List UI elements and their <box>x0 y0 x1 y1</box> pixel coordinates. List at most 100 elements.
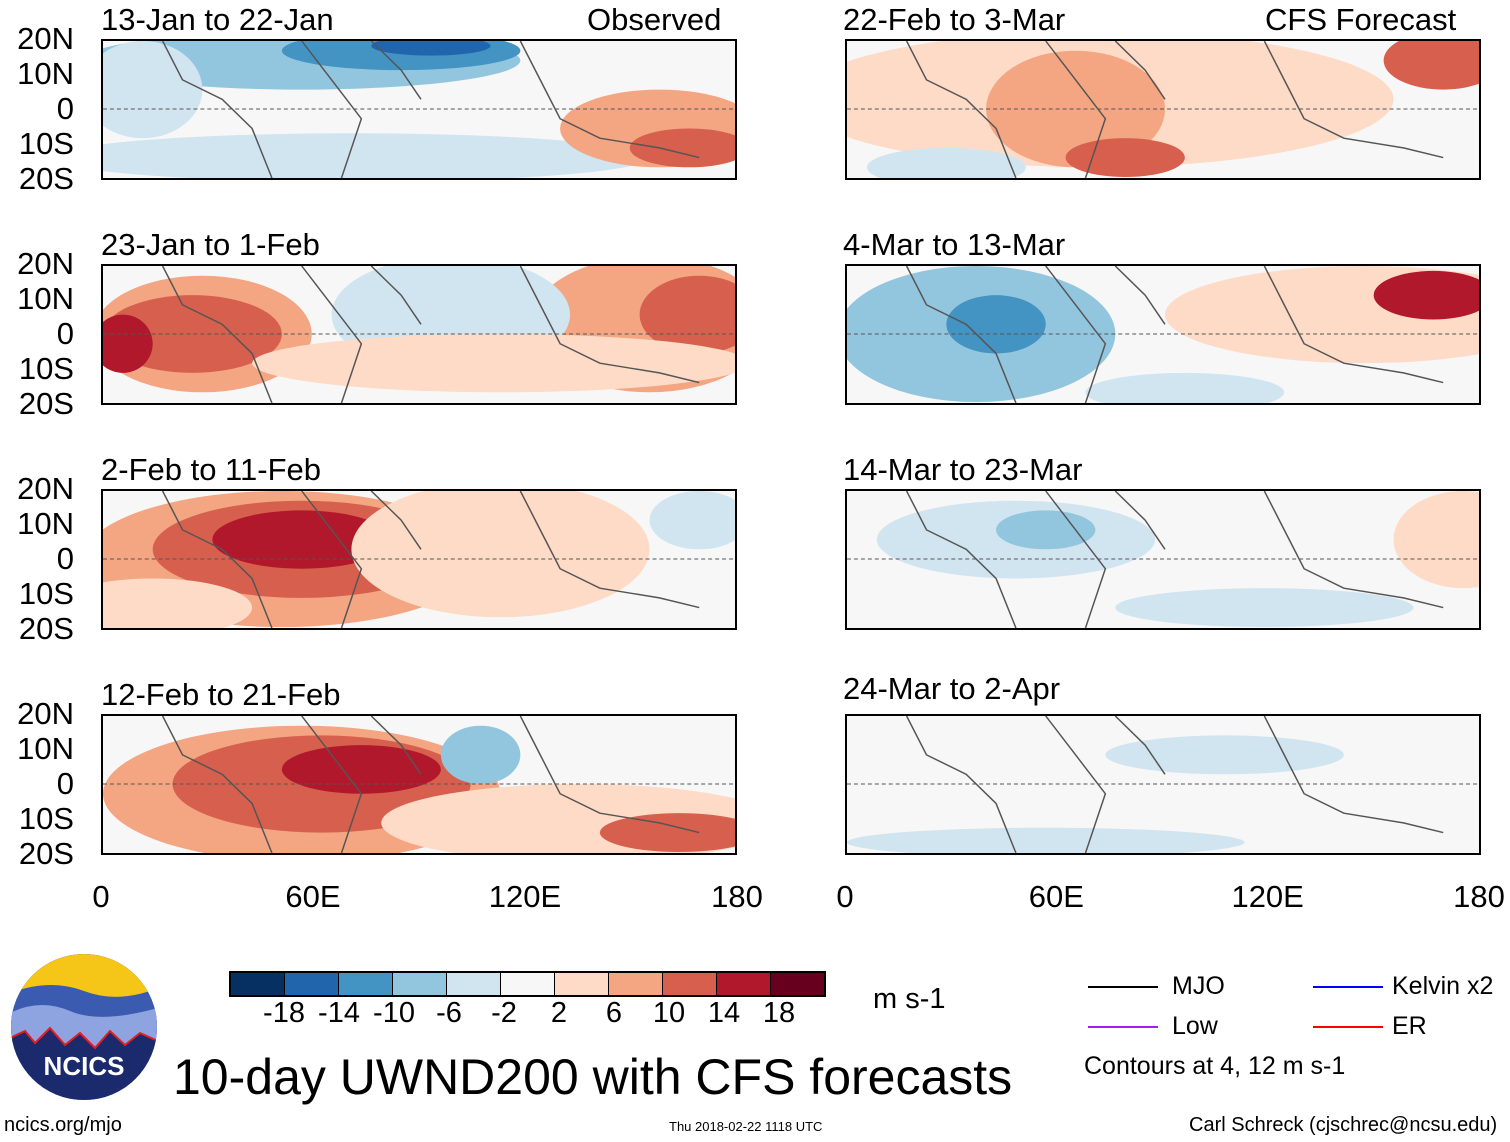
coastline <box>905 716 1444 853</box>
legend-line-er <box>1313 1026 1383 1028</box>
anomaly-region <box>351 491 650 618</box>
contour-note: Contours at 4, 12 m s-1 <box>1084 1052 1346 1080</box>
colorbar-swatch <box>339 973 393 995</box>
latitude-label: 20S <box>18 161 74 196</box>
panel-title: 12-Feb to 21-Feb <box>101 677 341 712</box>
colorbar-swatch <box>717 973 771 995</box>
latitude-label: 10N <box>17 56 74 91</box>
anomaly-region <box>649 491 735 550</box>
anomaly-region <box>1115 588 1414 628</box>
anomaly-region <box>103 41 203 139</box>
latitude-label: 0 <box>56 91 74 126</box>
longitude-label: 180 <box>711 879 763 914</box>
anomaly-region <box>1065 138 1185 178</box>
colorbar-units: m s-1 <box>873 983 946 1015</box>
latitude-label: 20S <box>18 836 74 871</box>
panel-title: 23-Jan to 1-Feb <box>101 227 320 262</box>
colorbar-swatch <box>771 973 824 995</box>
coastline <box>161 716 700 853</box>
anomaly-region <box>1085 372 1285 403</box>
colorbar-tick-label: 6 <box>605 997 623 1029</box>
anomaly-region <box>212 510 392 569</box>
colorbar-tick-label: -18 <box>263 997 305 1029</box>
map-panel <box>845 39 1481 180</box>
longitude-label: 120E <box>1231 879 1304 914</box>
panel-title: 2-Feb to 11-Feb <box>101 452 321 487</box>
colorbar-tick-label: 10 <box>652 997 686 1029</box>
anomaly-region <box>866 147 1026 178</box>
anomaly-region <box>440 725 521 785</box>
longitude-label: 180 <box>1453 879 1505 914</box>
colorbar <box>229 971 826 997</box>
coastline <box>905 266 1444 403</box>
map-panel <box>101 264 737 405</box>
latitude-label: 10S <box>18 126 74 161</box>
anomaly-region <box>252 334 735 393</box>
colorbar-tick-label: 18 <box>762 997 796 1029</box>
anomaly-region <box>1105 735 1344 775</box>
colorbar-tick-label: -10 <box>373 997 415 1029</box>
panel-label: CFS Forecast <box>1265 2 1457 37</box>
colorbar-swatch <box>231 973 285 995</box>
latitude-label: 20S <box>18 611 74 646</box>
longitude-label: 60E <box>285 879 341 914</box>
latitude-label: 10N <box>17 731 74 766</box>
latitude-label: 20N <box>17 696 74 731</box>
anomaly-region <box>103 578 253 628</box>
map-panel <box>845 714 1481 855</box>
anomaly-region <box>946 295 1046 354</box>
colorbar-swatch <box>285 973 339 995</box>
legend-label: Low <box>1172 1012 1218 1040</box>
coastline <box>905 41 1444 178</box>
footer-author: Carl Schreck (cjschrec@ncsu.edu) <box>1189 1114 1498 1136</box>
footer-timestamp: Thu 2018-02-22 1118 UTC <box>669 1119 823 1134</box>
anomaly-region <box>629 128 735 168</box>
anomaly-region <box>103 314 153 373</box>
latitude-label: 0 <box>56 766 74 801</box>
colorbar-tick-label: -14 <box>318 997 360 1029</box>
legend-label: Kelvin x2 <box>1392 972 1494 1000</box>
panel-title: 13-Jan to 22-Jan <box>101 2 334 37</box>
colorbar-swatch <box>501 973 555 995</box>
latitude-label: 10N <box>17 506 74 541</box>
coastline <box>161 491 700 628</box>
legend-line-kelvin <box>1313 986 1383 988</box>
logo-text: NCICS <box>44 1051 125 1081</box>
anomaly-region <box>847 827 1245 853</box>
legend-label: ER <box>1392 1012 1427 1040</box>
latitude-label: 10S <box>18 576 74 611</box>
figure-title: 10-day UWND200 with CFS forecasts <box>173 1049 1013 1105</box>
coastline <box>161 266 700 403</box>
map-panel <box>845 264 1481 405</box>
latitude-label: 0 <box>56 541 74 576</box>
latitude-label: 20N <box>17 471 74 506</box>
anomaly-region <box>986 50 1165 168</box>
latitude-label: 10N <box>17 281 74 316</box>
anomaly-region <box>599 813 735 853</box>
latitude-label: 10S <box>18 351 74 386</box>
longitude-label: 0 <box>836 879 854 914</box>
colorbar-tick-label: 2 <box>550 997 568 1029</box>
anomaly-region <box>281 745 441 794</box>
anomaly-region <box>1393 491 1479 589</box>
colorbar-swatch <box>663 973 717 995</box>
coastline <box>905 491 1444 628</box>
colorbar-tick-label: -6 <box>436 997 462 1029</box>
coastline <box>161 41 700 178</box>
panel-label: Observed <box>587 2 722 37</box>
colorbar-swatch <box>393 973 447 995</box>
colorbar-tick-label: -2 <box>491 997 517 1029</box>
latitude-label: 10S <box>18 801 74 836</box>
anomaly-region <box>103 133 650 178</box>
latitude-label: 20N <box>17 21 74 56</box>
footer-url[interactable]: ncics.org/mjo <box>4 1114 122 1136</box>
map-panel <box>101 489 737 630</box>
legend-label: MJO <box>1172 972 1225 1000</box>
latitude-label: 20N <box>17 246 74 281</box>
colorbar-swatch <box>609 973 663 995</box>
panel-title: 24-Mar to 2-Apr <box>843 671 1061 706</box>
anomaly-region <box>371 41 491 56</box>
legend-line-low <box>1088 1026 1158 1028</box>
panel-title: 4-Mar to 13-Mar <box>843 227 1066 262</box>
anomaly-region <box>996 510 1096 550</box>
